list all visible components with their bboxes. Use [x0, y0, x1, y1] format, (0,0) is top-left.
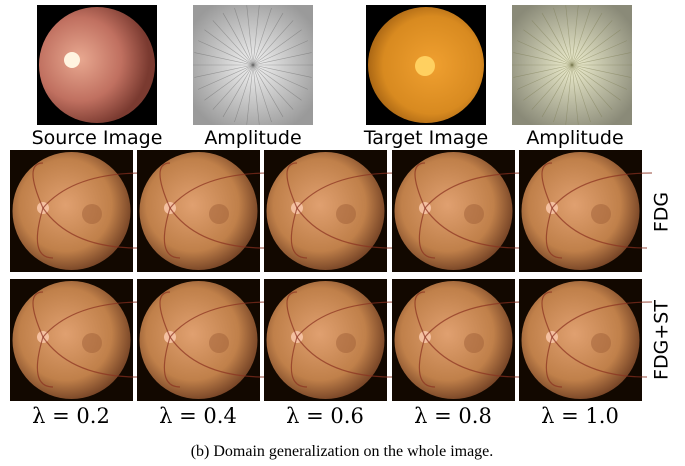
macula [209, 204, 229, 224]
image-label: Source Image [32, 127, 163, 149]
fundus [140, 281, 258, 399]
macula [591, 204, 611, 224]
fundus [13, 152, 131, 270]
lambda-label: λ = 0.6 [286, 404, 364, 428]
figure: Source Image Amplitude Target Image Ampl… [0, 0, 685, 466]
macula [82, 204, 102, 224]
fundus [522, 152, 640, 270]
row-label: FDG+ST [651, 300, 673, 380]
fundus [140, 152, 258, 270]
macula [82, 333, 102, 353]
fundus [395, 281, 513, 399]
macula [336, 333, 356, 353]
lambda-label: λ = 1.0 [541, 404, 619, 428]
macula [464, 204, 484, 224]
fundus [522, 281, 640, 399]
lambda-label: λ = 0.8 [414, 404, 492, 428]
fundus [13, 281, 131, 399]
lambda-label: λ = 0.4 [159, 404, 237, 428]
row-label: FDG [651, 192, 673, 232]
fundus [39, 7, 155, 123]
lambda-label: λ = 0.2 [32, 404, 110, 428]
fundus [267, 152, 385, 270]
macula [591, 333, 611, 353]
fundus [267, 281, 385, 399]
caption: (b) Domain generalization on the whole i… [191, 443, 494, 460]
image-label: Amplitude [204, 127, 301, 149]
fundus [395, 152, 513, 270]
image-label: Target Image [363, 127, 488, 149]
macula [464, 333, 484, 353]
image-label: Amplitude [526, 127, 623, 149]
macula [336, 204, 356, 224]
optic-disc [64, 52, 80, 68]
macula [209, 333, 229, 353]
optic-disc [415, 56, 435, 76]
